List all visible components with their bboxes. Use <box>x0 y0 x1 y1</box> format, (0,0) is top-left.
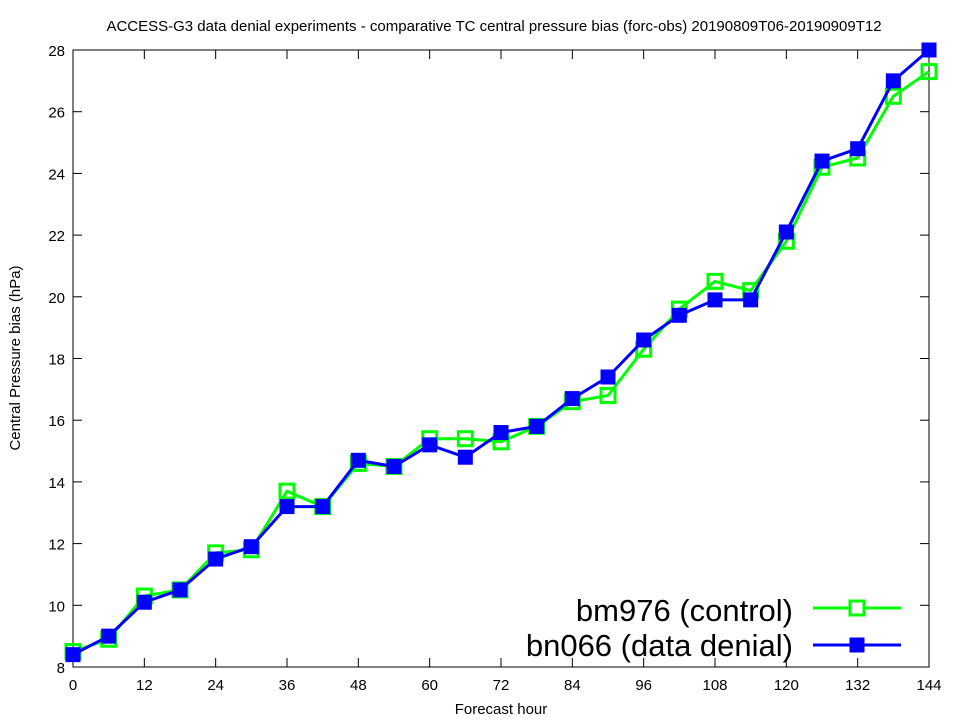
x-tick-label: 60 <box>421 677 438 694</box>
y-tick-label: 26 <box>48 105 65 122</box>
data-point <box>136 594 152 610</box>
x-tick-label: 72 <box>493 677 510 694</box>
data-point <box>493 425 509 441</box>
y-tick-label: 8 <box>57 660 65 677</box>
x-tick-label: 24 <box>207 677 224 694</box>
data-point <box>386 458 402 474</box>
series-bn066 <box>65 42 937 663</box>
x-tick-label: 120 <box>774 677 799 694</box>
y-tick-label: 24 <box>48 166 65 183</box>
x-axis: 0 12 24 36 48 60 72 84 96 108 120 132 144 <box>69 50 942 694</box>
data-point <box>920 63 938 81</box>
data-point <box>743 292 759 308</box>
data-point <box>599 387 617 405</box>
data-point <box>279 499 295 515</box>
data-point <box>707 292 723 308</box>
data-point <box>778 224 794 240</box>
x-tick-label: 96 <box>635 677 652 694</box>
y-tick-label: 14 <box>48 475 65 492</box>
chart-title: ACCESS-G3 data denial experiments - comp… <box>106 18 881 35</box>
data-point <box>208 551 224 567</box>
data-point <box>243 539 259 555</box>
legend: bm976 (control) bn066 (data denial) <box>526 593 901 663</box>
data-point <box>564 391 580 407</box>
plot-frame <box>72 49 930 668</box>
series-layer <box>64 42 938 663</box>
series-line <box>72 48 930 657</box>
legend-label-bn066: bn066 (data denial) <box>526 628 793 663</box>
data-point <box>315 499 331 515</box>
x-tick-label: 84 <box>564 677 581 694</box>
y-tick-label: 12 <box>48 537 65 554</box>
y-axis-label: Central Pressure bias (hPa) <box>7 265 24 450</box>
y-tick-label: 20 <box>48 290 65 307</box>
x-tick-label: 0 <box>69 677 77 694</box>
series-line <box>72 70 930 654</box>
x-axis-label: Forecast hour <box>455 701 548 718</box>
data-point <box>850 141 866 157</box>
y-tick-label: 18 <box>48 352 65 369</box>
x-tick-label: 108 <box>702 677 727 694</box>
y-axis: 8 10 12 14 16 18 20 22 24 26 28 <box>48 43 929 677</box>
x-tick-label: 144 <box>916 677 941 694</box>
data-point <box>671 307 687 323</box>
data-point <box>350 452 366 468</box>
data-point <box>600 369 616 385</box>
data-point <box>172 582 188 598</box>
y-tick-label: 16 <box>48 413 65 430</box>
data-point <box>885 73 901 89</box>
series-bm976 <box>64 63 938 661</box>
data-point <box>422 437 438 453</box>
x-tick-label: 48 <box>350 677 367 694</box>
legend-label-bm976: bm976 (control) <box>576 593 793 628</box>
x-tick-label: 132 <box>845 677 870 694</box>
data-point <box>456 430 474 448</box>
data-point <box>278 482 296 500</box>
data-point <box>101 628 117 644</box>
data-point <box>921 42 937 58</box>
y-tick-label: 22 <box>48 228 65 245</box>
data-point <box>457 449 473 465</box>
data-point <box>636 332 652 348</box>
data-point <box>706 272 724 290</box>
data-point <box>814 153 830 169</box>
x-tick-label: 12 <box>136 677 153 694</box>
legend-marker <box>848 599 866 617</box>
data-point <box>65 647 81 663</box>
y-tick-label: 10 <box>48 598 65 615</box>
x-tick-label: 36 <box>279 677 296 694</box>
legend-marker <box>849 637 865 653</box>
data-point <box>529 418 545 434</box>
y-tick-label: 28 <box>48 43 65 60</box>
